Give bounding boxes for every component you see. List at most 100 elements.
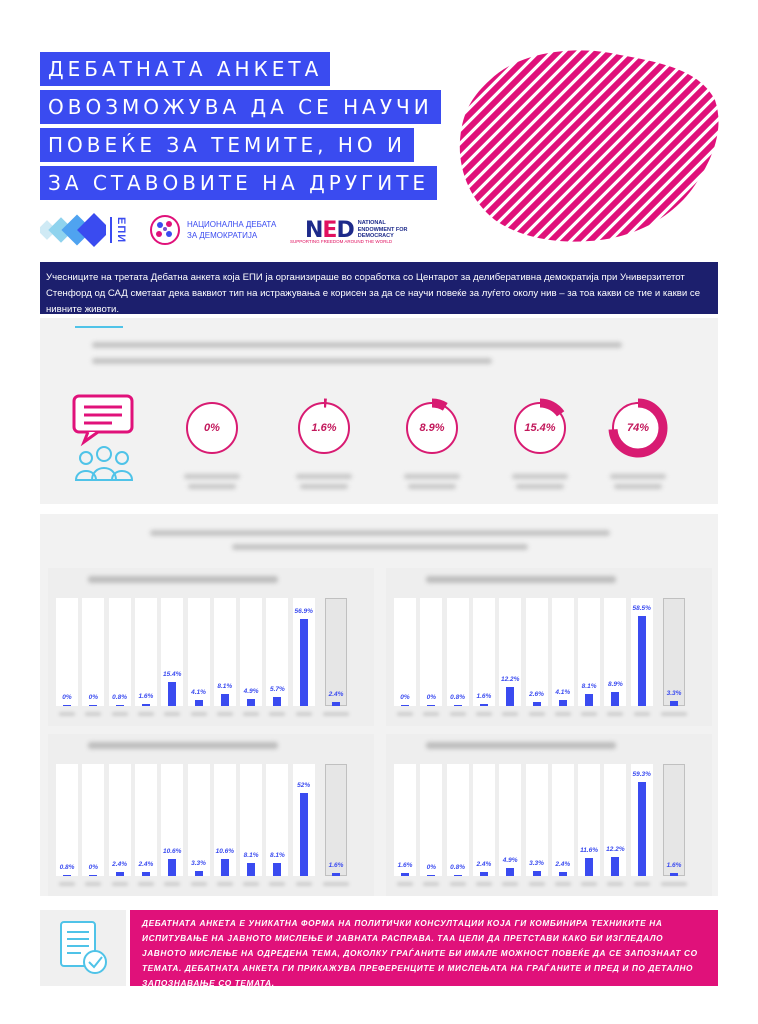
striped-map-graphic bbox=[450, 40, 719, 250]
blurred-chart-title bbox=[426, 742, 616, 749]
donut-value: 1.6% bbox=[311, 422, 337, 434]
map-stripe bbox=[459, 50, 560, 242]
chart-value-label: 8.1% bbox=[581, 682, 597, 690]
blurred-x-label bbox=[85, 712, 102, 716]
blurred-donut-caption bbox=[408, 484, 456, 489]
chart-bar bbox=[247, 863, 256, 876]
map-stripe bbox=[500, 50, 716, 242]
donut-arc bbox=[608, 398, 668, 458]
chat-people-icon bbox=[72, 394, 134, 481]
map-stripe bbox=[487, 50, 703, 242]
blurred-x-label bbox=[554, 712, 571, 716]
chart-column bbox=[161, 598, 184, 706]
chart-column bbox=[551, 764, 574, 876]
chart-value-label: 5.7% bbox=[269, 686, 285, 694]
blurred-x-label bbox=[137, 712, 154, 716]
chart-value-label: 0% bbox=[88, 863, 98, 871]
blurred-x-label bbox=[633, 882, 650, 886]
chart-bar bbox=[194, 870, 203, 876]
chart-value-label: 1.6% bbox=[476, 692, 492, 700]
map-stripe bbox=[459, 50, 547, 242]
blurred-x-label bbox=[528, 712, 545, 716]
title-line-3: ПОВЕЌЕ ЗА ТЕМИТЕ, НО И bbox=[40, 128, 414, 162]
blurred-donut-caption bbox=[296, 474, 352, 479]
blurred-x-label bbox=[661, 882, 687, 886]
ned-logo-word: NED bbox=[305, 217, 355, 243]
chart-value-label: 1.6% bbox=[328, 862, 344, 870]
bar-chart: 1.6% 0% 0.8% 2.4% 4.9% 3.3% 2.4% 11.6% 12.2% 59.3… bbox=[386, 734, 712, 896]
chart-bar bbox=[611, 692, 620, 706]
accent-line bbox=[75, 326, 123, 328]
chart-column bbox=[394, 764, 416, 876]
blurred-x-label bbox=[269, 712, 286, 716]
map-stripe bbox=[459, 50, 534, 242]
chart-bar bbox=[89, 874, 98, 876]
chart-value-label: 4.9% bbox=[243, 687, 259, 695]
blurred-x-label bbox=[475, 712, 492, 716]
blurred-x-label bbox=[323, 882, 349, 886]
map-stripe bbox=[450, 40, 453, 250]
donut-chart: 74% bbox=[606, 396, 670, 460]
blurred-x-label bbox=[633, 712, 650, 716]
chart-bar bbox=[506, 687, 515, 706]
chart-column bbox=[446, 598, 469, 706]
chart-bar bbox=[479, 872, 488, 876]
national-debate-logo-text: НАЦИОНАЛНА ДЕБАТА ЗА ДЕМОКРАТИЈА bbox=[187, 220, 277, 240]
chart-column bbox=[266, 764, 289, 876]
blurred-charts-heading-1 bbox=[150, 530, 610, 536]
blurred-x-label bbox=[111, 882, 128, 886]
ned-tagline: SUPPORTING FREEDOM AROUND THE WORLD bbox=[290, 239, 393, 244]
chart-bar bbox=[427, 874, 436, 876]
blurred-chart-title bbox=[426, 576, 616, 583]
chart-bar bbox=[115, 872, 124, 876]
chart-value-label: 0% bbox=[426, 863, 436, 871]
blurred-x-label bbox=[243, 712, 260, 716]
blurred-chart-title bbox=[88, 576, 278, 583]
blurred-donut-caption bbox=[404, 474, 460, 479]
donut-value: 74% bbox=[626, 422, 650, 434]
blurred-x-label bbox=[502, 712, 519, 716]
chart-column bbox=[108, 764, 131, 876]
blurred-x-label bbox=[216, 712, 233, 716]
blurred-x-label bbox=[111, 712, 128, 716]
blurred-x-label bbox=[475, 882, 492, 886]
donut-arc bbox=[510, 398, 570, 458]
chart-column bbox=[82, 598, 105, 706]
chart-bar bbox=[453, 704, 462, 706]
blurred-x-label bbox=[190, 712, 207, 716]
blurred-chart-title bbox=[88, 742, 278, 749]
chart-bar bbox=[670, 700, 678, 706]
chart-value-label: 10.6% bbox=[162, 848, 182, 856]
chart-column bbox=[525, 764, 548, 876]
map-stripe bbox=[565, 50, 719, 242]
chart-column bbox=[56, 598, 78, 706]
blurred-x-label bbox=[323, 712, 349, 716]
chart-value-label: 12.2% bbox=[606, 845, 625, 853]
chart-bar bbox=[220, 859, 229, 876]
chart-bar bbox=[427, 704, 436, 706]
blurred-donut-caption bbox=[184, 474, 240, 479]
chart-value-label: 8.1% bbox=[269, 852, 285, 860]
stats-panel bbox=[40, 318, 718, 504]
blurred-x-label bbox=[528, 882, 545, 886]
bar-chart: 0% 0% 0.8% 1.6% 15.4% 4.1% 8.1% 4.9% 5.7% 56.9% 2.… bbox=[48, 568, 374, 726]
chart-column bbox=[525, 598, 548, 706]
chart-value-label: 58.5% bbox=[632, 605, 651, 613]
chart-value-label: 4.9% bbox=[502, 857, 518, 865]
chart-column bbox=[420, 764, 443, 876]
chart-column bbox=[56, 764, 78, 876]
chart-value-label: 52% bbox=[297, 782, 311, 790]
chart-bar bbox=[532, 702, 541, 706]
blurred-x-label bbox=[449, 712, 466, 716]
chart-value-label: 2.4% bbox=[138, 861, 154, 869]
title-line-2: ОВОЗМОЖУВА ДА СЕ НАУЧИ bbox=[40, 90, 441, 124]
chart-value-label: 1.6% bbox=[666, 862, 682, 870]
chart-bar bbox=[299, 793, 308, 876]
conclusion-text: ДЕБАТНАТА АНКЕТА Е УНИКАТНА ФОРМА НА ПОЛ… bbox=[130, 910, 718, 988]
chart-value-label: 12.2% bbox=[500, 676, 520, 684]
blurred-x-label bbox=[59, 882, 75, 886]
map-stripe bbox=[591, 50, 719, 242]
bar-chart: 0.8% 0% 2.4% 2.4% 10.6% 3.3% 10.6% 8.1% 8.1% 52% 1… bbox=[48, 734, 374, 896]
chart-column bbox=[82, 764, 105, 876]
chart-column bbox=[240, 598, 263, 706]
